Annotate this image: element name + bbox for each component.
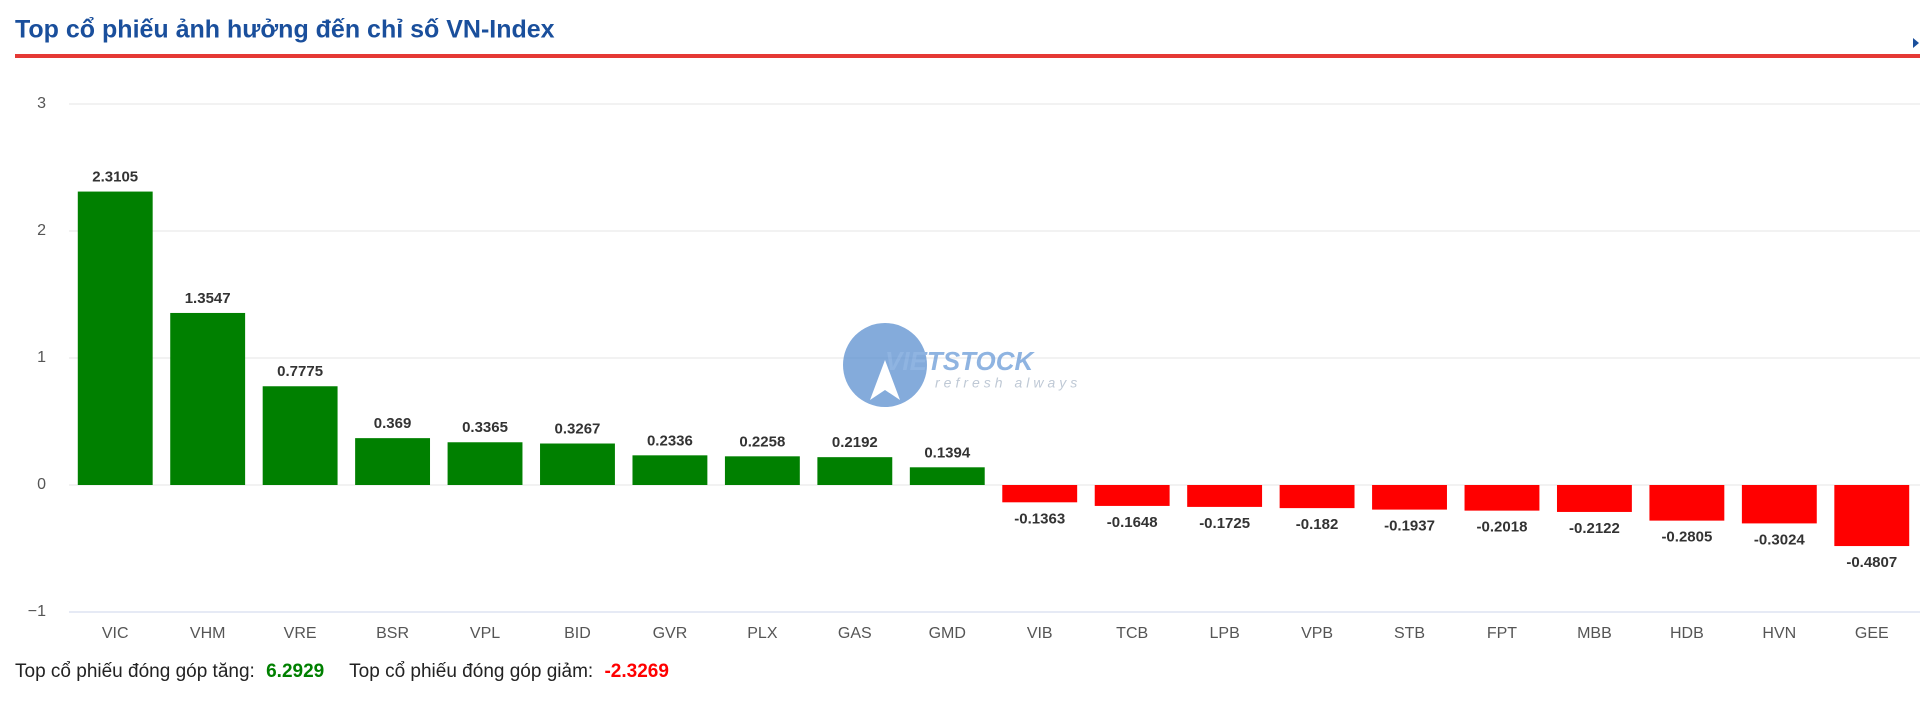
chart-title: Top cổ phiếu ảnh hưởng đến chỉ số VN-Ind…	[15, 16, 555, 44]
bar	[1741, 485, 1817, 524]
bar	[1279, 485, 1355, 509]
summary-down-label: Top cổ phiếu đóng góp giảm:	[349, 661, 593, 682]
value-label: -0.2018	[1477, 519, 1528, 536]
watermark-logo-arrow	[870, 360, 900, 400]
bar	[1187, 485, 1263, 507]
title-rule	[15, 54, 1920, 58]
value-label: 0.2192	[832, 434, 878, 451]
watermark: VIETSTOCK refresh always	[843, 323, 1081, 407]
x-tick-label: FPT	[1487, 625, 1517, 642]
x-tick-label: MBB	[1577, 625, 1612, 642]
bar	[1464, 485, 1540, 511]
summary-down-value: -2.3269	[604, 661, 668, 682]
bar	[724, 456, 800, 485]
bar	[817, 457, 893, 485]
bar	[1649, 485, 1725, 521]
bar	[540, 443, 615, 485]
value-label: 0.2258	[739, 433, 785, 450]
value-label: 0.1394	[924, 444, 971, 461]
y-tick-label: −1	[28, 603, 46, 620]
value-label: -0.3024	[1754, 531, 1806, 548]
value-label: 0.3267	[555, 420, 601, 437]
value-label: -0.2805	[1661, 529, 1712, 546]
x-tick-label: GAS	[838, 625, 872, 642]
x-tick-label: HVN	[1762, 625, 1796, 642]
x-tick-label: VHM	[190, 625, 226, 642]
x-tick-label: STB	[1394, 625, 1425, 642]
bar	[1834, 485, 1910, 547]
x-tick-label: GVR	[653, 625, 688, 642]
watermark-tagline: refresh always	[935, 375, 1081, 391]
bar	[262, 386, 338, 485]
y-tick-label: 1	[37, 349, 46, 366]
x-tick-label: LPB	[1210, 625, 1240, 642]
value-label: -0.1725	[1199, 515, 1250, 532]
value-label: -0.1648	[1107, 514, 1158, 531]
x-tick-label: VIC	[102, 625, 129, 642]
value-label: -0.4807	[1846, 554, 1897, 571]
bar	[77, 191, 153, 485]
bar	[170, 312, 246, 485]
value-label: 2.3105	[92, 169, 138, 186]
x-tick-label: VRE	[284, 625, 317, 642]
value-label: -0.1937	[1384, 518, 1435, 535]
bar	[355, 438, 431, 485]
y-tick-label: 2	[37, 222, 46, 239]
value-label: 0.3365	[462, 419, 508, 436]
watermark-brand: VIETSTOCK	[885, 346, 1036, 376]
x-tick-label: VIB	[1027, 625, 1053, 642]
value-label: -0.182	[1296, 516, 1339, 533]
x-tick-label: PLX	[747, 625, 778, 642]
x-tick-label: BID	[564, 625, 591, 642]
x-tick-label: HDB	[1670, 625, 1704, 642]
bar	[909, 467, 985, 485]
nav-arrow[interactable]	[1913, 38, 1919, 48]
x-tick-label: GMD	[929, 625, 966, 642]
bar	[1556, 485, 1632, 512]
summary-up-label: Top cổ phiếu đóng góp tăng:	[15, 661, 255, 682]
bar	[1372, 485, 1447, 510]
bar	[632, 455, 708, 485]
value-label: 0.369	[374, 415, 412, 432]
value-label: 1.3547	[185, 290, 231, 307]
bar	[1002, 485, 1078, 503]
bar	[447, 442, 523, 485]
y-tick-label: 3	[37, 95, 46, 112]
x-tick-label: GEE	[1855, 625, 1889, 642]
y-tick-label: 0	[37, 476, 46, 493]
x-tick-label: VPL	[470, 625, 500, 642]
value-label: 0.2336	[647, 432, 693, 449]
value-label: 0.7775	[277, 363, 323, 380]
summary-up-value: 6.2929	[266, 661, 324, 682]
value-label: -0.1363	[1014, 510, 1065, 527]
x-tick-label: BSR	[376, 625, 409, 642]
x-tick-label: VPB	[1301, 625, 1333, 642]
value-label: -0.2122	[1569, 520, 1620, 537]
x-tick-label: TCB	[1116, 625, 1148, 642]
bar	[1094, 485, 1170, 506]
summary: Top cổ phiếu đóng góp tăng: 6.2929 Top c…	[15, 661, 669, 682]
